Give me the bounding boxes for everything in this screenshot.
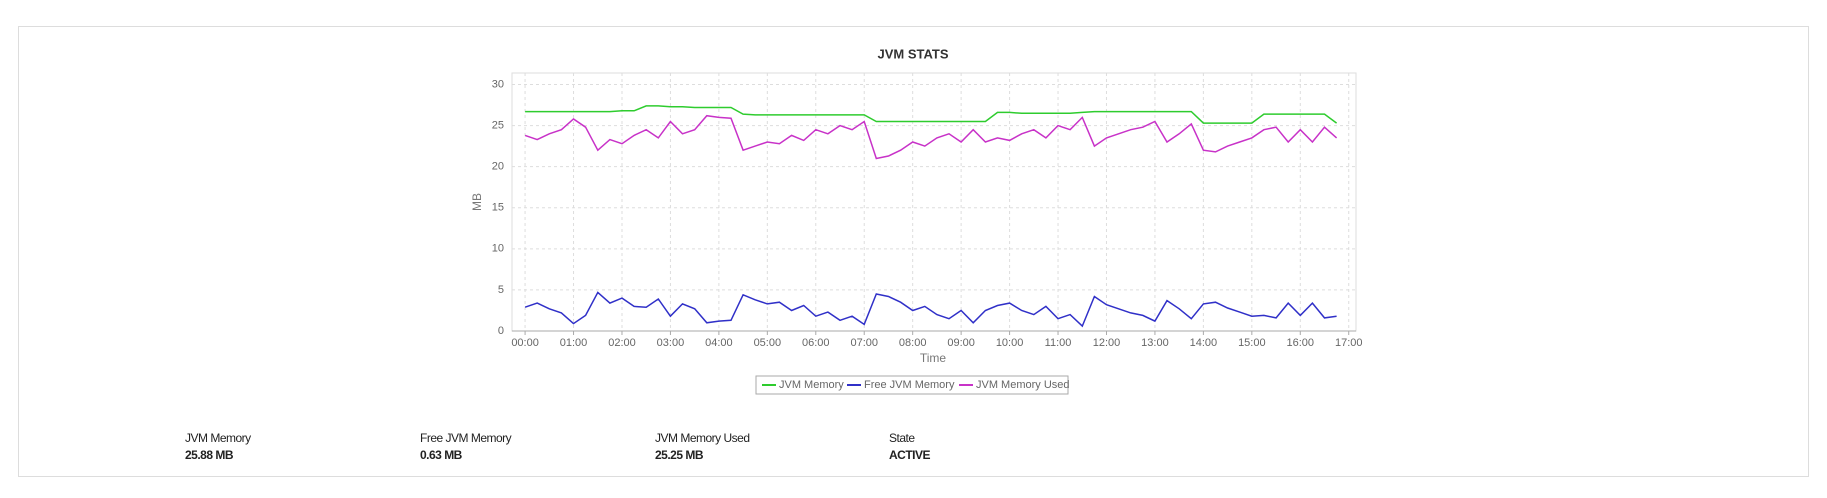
summary-label: Free JVM Memory: [420, 431, 512, 445]
summary-value: 25.25 MB: [655, 448, 704, 462]
legend-label: JVM Memory: [779, 379, 844, 391]
x-tick-label: 15:00: [1238, 337, 1266, 349]
legend-box: [755, 375, 1069, 395]
legend-label: JVM Memory Used: [976, 379, 1070, 391]
summary-value: 25.88 MB: [185, 448, 234, 462]
y-tick-label: 5: [498, 284, 504, 296]
x-axis-label: Time: [920, 351, 947, 365]
x-tick-label: 10:00: [996, 337, 1024, 349]
x-tick-label: 13:00: [1141, 337, 1169, 349]
x-tick-label: 05:00: [754, 337, 782, 349]
summary-label: JVM Memory Used: [655, 431, 750, 445]
x-tick-label: 01:00: [560, 337, 588, 349]
x-tick-label: 02:00: [608, 337, 636, 349]
x-tick-label: 09:00: [947, 337, 975, 349]
y-tick-label: 15: [492, 202, 504, 214]
line-series: [525, 105, 1338, 124]
y-tick-label: 20: [492, 161, 504, 173]
plot-area: [511, 72, 1357, 332]
x-tick-label: 03:00: [657, 337, 685, 349]
x-tick-label: 16:00: [1287, 337, 1315, 349]
y-tick-label: 25: [492, 119, 504, 131]
line-series: [524, 291, 1337, 328]
chart: JVM STATS MB Time 0 5 10 15 20 25 30 00:00 01:00…: [470, 46, 1363, 395]
y-axis-label: MB: [470, 193, 484, 211]
x-tick-label: 12:00: [1093, 337, 1121, 349]
y-tick-label: 0: [498, 325, 504, 337]
x-tick-label: 06:00: [802, 337, 830, 349]
x-tick-label: 04:00: [705, 337, 733, 349]
y-tick-label: 30: [492, 78, 504, 90]
x-tick-label: 17:00: [1335, 337, 1363, 349]
x-tick-label: 08:00: [899, 337, 927, 349]
summary-item: Free JVM Memory 0.63 MB: [420, 431, 512, 462]
summary-value: ACTIVE: [889, 448, 931, 462]
summary-item: JVM Memory Used 25.25 MB: [655, 431, 750, 462]
summary-item: JVM Memory 25.88 MB: [185, 431, 251, 462]
line-series: [524, 114, 1338, 160]
summary-label: JVM Memory: [185, 431, 251, 445]
summary-value: 0.63 MB: [420, 448, 462, 462]
x-tick-label: 07:00: [850, 337, 878, 349]
panel: [18, 26, 1809, 477]
chart-title: JVM STATS: [877, 46, 948, 61]
summary-label: State: [889, 431, 915, 445]
legend-label: Free JVM Memory: [864, 379, 955, 391]
y-tick-label: 10: [492, 243, 504, 255]
x-tick-label: 14:00: [1190, 337, 1218, 349]
summary-item: State ACTIVE: [889, 431, 931, 462]
x-tick-label: 11:00: [1045, 337, 1072, 349]
x-tick-label: 00:00: [511, 337, 539, 349]
